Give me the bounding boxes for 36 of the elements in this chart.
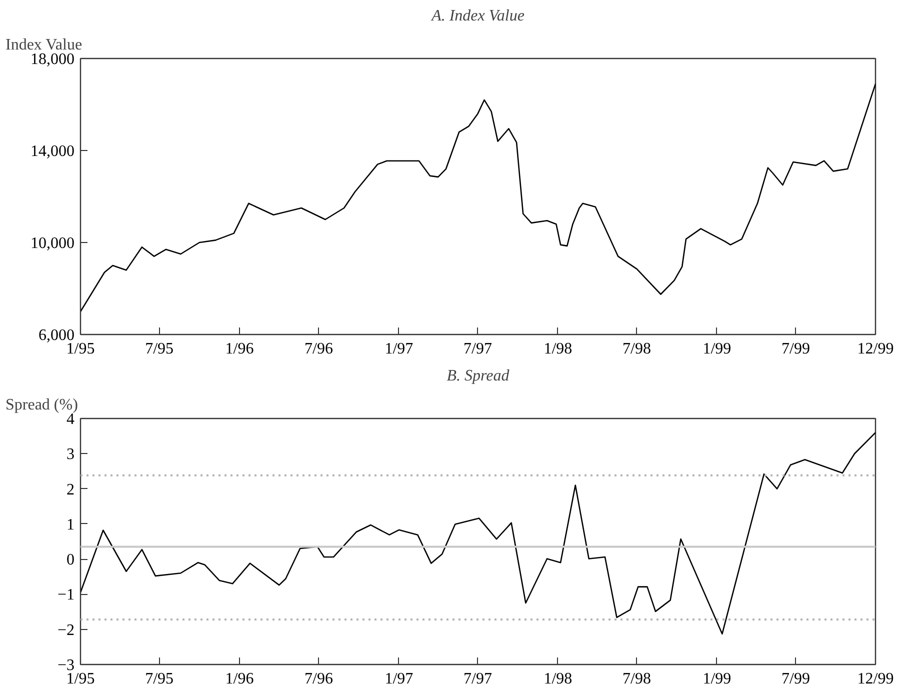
y-tick-label: 3: [66, 446, 74, 464]
x-tick-label: 7/99: [782, 340, 810, 358]
x-tick-label: 1/99: [702, 670, 732, 688]
line-series: [80, 83, 876, 312]
x-tick-label: 7/97: [464, 340, 492, 358]
x-tick-label: 7/98: [622, 340, 652, 358]
chart-title: A. Index Value: [430, 8, 524, 24]
x-tick-label: 7/96: [304, 670, 334, 688]
y-tick-label: 2: [66, 481, 74, 498]
x-tick-label: 1/96: [225, 670, 254, 688]
chart-title: B. Spread: [446, 368, 510, 384]
x-tick-label: 1/98: [544, 340, 572, 358]
x-tick-label: 12/99: [857, 340, 894, 358]
y-tick-label: 4: [66, 411, 74, 428]
line-series: [80, 432, 876, 635]
y-tick-label: −1: [57, 586, 75, 604]
y-tick-label: 14,000: [30, 143, 74, 160]
x-tick-label: 7/95: [145, 670, 174, 688]
y-tick-label: 1: [66, 516, 74, 534]
x-tick-label: 7/98: [622, 670, 652, 688]
x-tick-label: 1/98: [544, 670, 572, 688]
x-tick-label: 1/97: [384, 340, 414, 358]
x-tick-label: 1/97: [384, 670, 414, 688]
x-tick-label: 7/97: [464, 670, 492, 688]
y-tick-label: 18,000: [30, 51, 74, 68]
y-tick-label: 10,000: [30, 235, 74, 252]
x-tick-label: 12/99: [857, 670, 894, 688]
x-tick-label: 7/95: [145, 340, 174, 358]
x-tick-label: 1/99: [702, 340, 732, 358]
x-tick-label: 7/96: [304, 340, 334, 358]
x-tick-label: 7/99: [782, 670, 810, 688]
y-axis-title: Index Value: [6, 36, 82, 54]
y-tick-label: −2: [57, 622, 75, 639]
y-axis-title: Spread (%): [6, 396, 78, 414]
y-tick-label: 0: [66, 552, 74, 569]
x-tick-label: 1/96: [225, 340, 254, 358]
